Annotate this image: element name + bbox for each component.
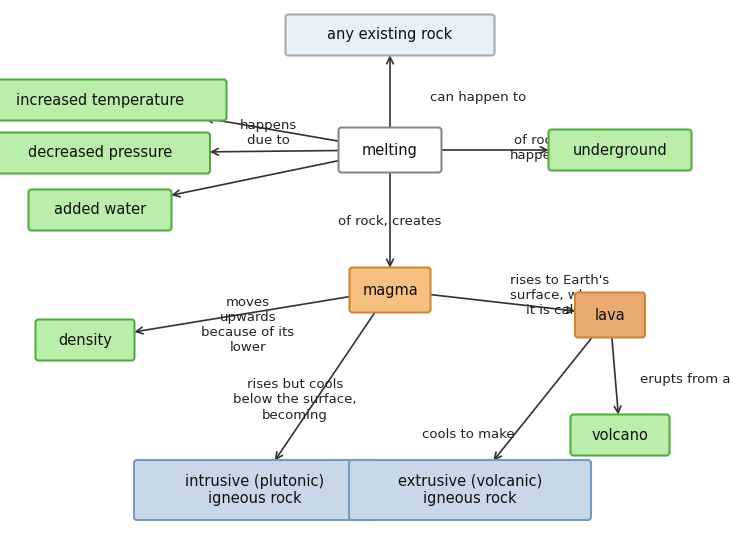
FancyBboxPatch shape [36,319,135,361]
FancyBboxPatch shape [350,267,431,312]
FancyBboxPatch shape [548,129,691,170]
Text: of rock, creates: of rock, creates [339,215,442,229]
Text: erupts from a: erupts from a [640,374,731,386]
FancyBboxPatch shape [349,460,591,520]
FancyBboxPatch shape [0,79,226,121]
FancyBboxPatch shape [575,293,645,338]
Text: moves
upwards
because of its
lower: moves upwards because of its lower [202,296,295,354]
Text: lava: lava [594,307,626,323]
FancyBboxPatch shape [134,460,376,520]
Text: increased temperature: increased temperature [16,93,184,107]
Text: any existing rock: any existing rock [327,27,452,43]
Text: density: density [58,333,112,347]
Text: intrusive (plutonic)
igneous rock: intrusive (plutonic) igneous rock [185,474,324,506]
Text: underground: underground [573,142,667,157]
FancyBboxPatch shape [339,128,441,173]
Text: can happen to: can happen to [430,90,526,104]
Text: volcano: volcano [591,427,649,442]
Text: extrusive (volcanic)
igneous rock: extrusive (volcanic) igneous rock [398,474,542,506]
Text: decreased pressure: decreased pressure [28,146,172,161]
Text: magma: magma [362,283,418,298]
Text: rises to Earth's
surface, where
it is called: rises to Earth's surface, where it is ca… [510,273,609,317]
Text: of rock,
happens: of rock, happens [510,134,567,162]
FancyBboxPatch shape [0,133,210,174]
Text: rises but cools
below the surface,
becoming: rises but cools below the surface, becom… [234,379,357,421]
Text: happens
due to: happens due to [240,119,297,147]
FancyBboxPatch shape [28,190,172,231]
FancyBboxPatch shape [571,414,670,455]
Text: cools to make: cools to make [422,429,514,442]
FancyBboxPatch shape [286,14,495,55]
Text: added water: added water [54,203,146,218]
Text: melting: melting [362,142,418,157]
